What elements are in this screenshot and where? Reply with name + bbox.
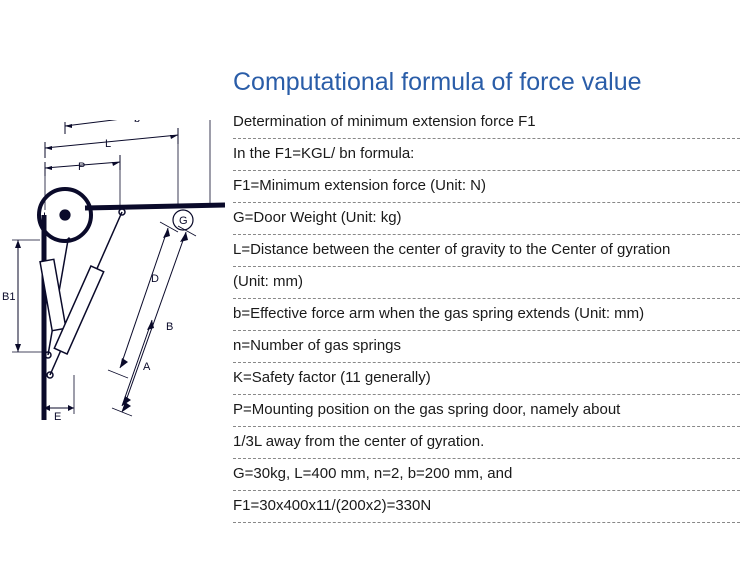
formula-line: K=Safety factor (11 generally) <box>233 363 740 395</box>
formula-line: G=30kg, L=400 mm, n=2, b=200 mm, and <box>233 459 740 491</box>
label-D: D <box>151 273 159 285</box>
label-b: b <box>134 120 140 125</box>
diagram-panel: b L P G D B A B1 E <box>0 0 225 562</box>
formula-line: F1=Minimum extension force (Unit: N) <box>233 171 740 203</box>
formula-line: n=Number of gas springs <box>233 331 740 363</box>
page-title: Computational formula of force value <box>233 68 740 97</box>
label-E: E <box>54 411 61 420</box>
label-A: A <box>143 361 151 373</box>
gas-spring-diagram: b L P G D B A B1 E <box>0 120 225 420</box>
formula-line: 1/3L away from the center of gyration. <box>233 427 740 459</box>
formula-line: In the F1=KGL/ bn formula: <box>233 139 740 171</box>
formula-line: L=Distance between the center of gravity… <box>233 235 740 267</box>
label-L: L <box>105 138 111 150</box>
formula-line: F1=30x400x11/(200x2)=330N <box>233 491 740 523</box>
text-panel: Computational formula of force value Det… <box>225 0 750 562</box>
formula-line: G=Door Weight (Unit: kg) <box>233 203 740 235</box>
formula-line: P=Mounting position on the gas spring do… <box>233 395 740 427</box>
label-G: G <box>179 215 188 227</box>
page-container: b L P G D B A B1 E Computational formula… <box>0 0 750 562</box>
label-P: P <box>78 161 85 173</box>
formula-line: (Unit: mm) <box>233 267 740 299</box>
formula-line: Determination of minimum extension force… <box>233 107 740 139</box>
formula-line: b=Effective force arm when the gas sprin… <box>233 299 740 331</box>
label-B1: B1 <box>2 291 15 303</box>
label-B: B <box>166 321 173 333</box>
